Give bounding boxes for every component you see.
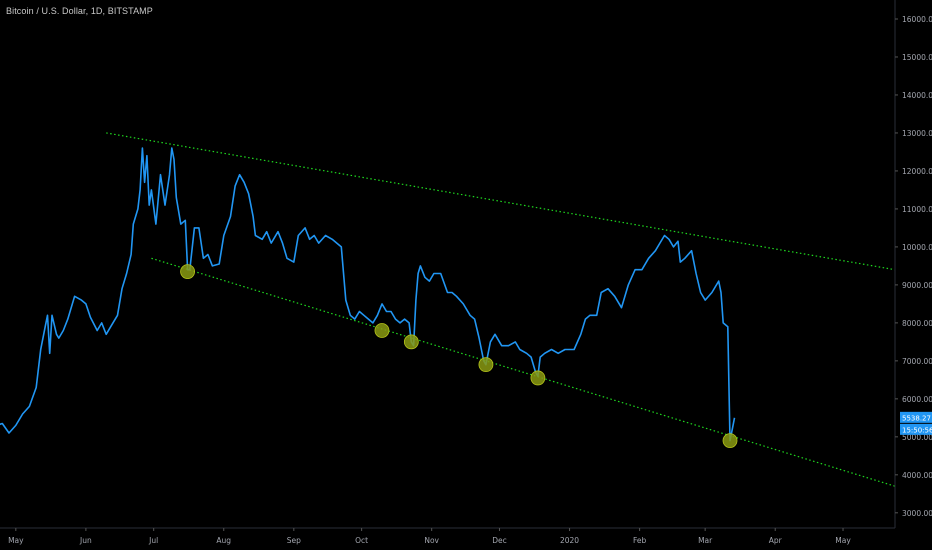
- channel-lines: [106, 132, 896, 487]
- y-tick-label: 14000.00: [902, 91, 932, 100]
- price-axis[interactable]: 3000.00 4000.00 5000.00 6000.00 7000.00 8000.…: [894, 0, 932, 528]
- x-tick-label: Jul: [148, 536, 158, 545]
- y-tick-label: 6000.00: [902, 395, 932, 404]
- y-tick-label: 3000.00: [902, 509, 932, 518]
- y-tick-label: 16000.00: [902, 15, 932, 24]
- price-badges: 5538.27 15:50:56: [900, 411, 932, 435]
- touch-marker: [180, 264, 195, 279]
- touch-markers: [180, 264, 738, 449]
- y-tick-label: 11000.00: [902, 205, 932, 214]
- y-tick-label: 8000.00: [902, 319, 932, 328]
- touch-marker: [374, 323, 390, 338]
- x-tick-label: Sep: [287, 536, 301, 545]
- y-tick-label: 10000.00: [902, 243, 932, 252]
- touch-marker: [722, 433, 738, 449]
- touch-marker: [530, 370, 546, 386]
- x-tick-label: Dec: [492, 536, 507, 545]
- time-badge: [900, 423, 932, 435]
- channel-upper-line: [106, 132, 896, 271]
- y-tick-label: 12000.00: [902, 167, 932, 176]
- time-badge-value: 15:50:56: [902, 426, 932, 434]
- x-tick-label: Nov: [424, 536, 439, 545]
- x-tick-label: Aug: [216, 536, 231, 545]
- x-tick-label: May: [8, 536, 24, 545]
- x-tick-label: Oct: [355, 536, 368, 545]
- price-badge: [900, 411, 932, 423]
- price-series-line: [0, 147, 736, 442]
- price-series: [0, 147, 736, 442]
- channel-lower-line: [151, 257, 896, 487]
- y-tick-label: 13000.00: [902, 129, 932, 138]
- y-tick-label: 15000.00: [902, 53, 932, 62]
- price-badge-value: 5538.27: [902, 414, 931, 422]
- y-tick-label: 4000.00: [902, 471, 932, 480]
- touch-marker: [403, 334, 419, 350]
- time-axis[interactable]: May Jun Jul Aug Sep Oct Nov Dec 2020 Feb Mar Apr May: [0, 527, 895, 545]
- y-tick-label: 7000.00: [902, 357, 932, 366]
- x-tick-label: 2020: [560, 536, 579, 545]
- chart-title: Bitcoin / U.S. Dollar, 1D, BITSTAMP: [6, 6, 153, 16]
- y-tick-label: 5000.00: [902, 433, 932, 442]
- x-tick-label: Jun: [79, 536, 92, 545]
- touch-marker: [478, 357, 494, 373]
- x-tick-label: May: [835, 536, 851, 545]
- x-tick-label: Feb: [633, 536, 647, 545]
- y-tick-label: 9000.00: [902, 281, 932, 290]
- x-tick-label: Apr: [769, 536, 783, 545]
- x-tick-label: Mar: [698, 536, 713, 545]
